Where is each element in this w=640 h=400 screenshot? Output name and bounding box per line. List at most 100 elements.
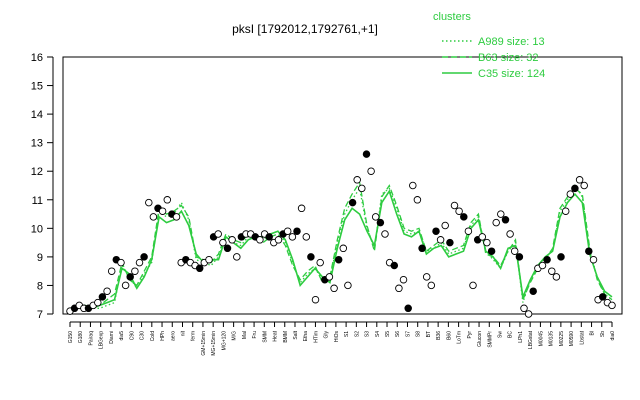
legend-entry-label: B63 size: 32 [478,52,539,64]
data-point [455,207,463,215]
x-tick-label: S3 [365,331,371,337]
x-tick-label: MG+15min [211,331,217,356]
y-tick-label: 12 [31,166,43,178]
x-tick-label: Bl [590,331,596,335]
x-tick-label: Cold [150,331,156,342]
data-point [121,281,130,290]
data-point [469,281,477,290]
data-point [297,204,306,213]
x-tick-label: Lbstat [579,330,585,344]
data-point [413,196,422,204]
data-point [256,236,264,244]
y-tick-label: 7 [37,309,43,321]
data-point [376,218,385,227]
plot-frame [62,56,623,315]
y-tick-label: 11 [32,195,43,207]
x-tick-label: G150 [68,331,74,343]
x-tick-label: S7 [405,331,411,337]
data-point [233,253,241,261]
data-point [446,238,454,247]
data-point [334,255,343,264]
data-point [353,176,361,184]
data-point [585,247,593,255]
x-tick-label: dia5 [119,331,125,341]
data-point [348,198,357,207]
chart-title: pksI [1792012,1792761,+1] [232,22,378,36]
x-tick-label: Gly [324,331,330,339]
y-axis: 7 8 9 10 11 12 13 14 15 16 [31,52,54,321]
data-point [580,181,588,190]
data-point [524,310,533,318]
x-tick-label: SMM [262,331,268,343]
data-point [145,198,153,207]
data-point [529,287,537,295]
data-point [520,304,528,313]
data-point [126,273,134,281]
data-point [131,267,139,275]
legend: clusters A989 size: 13 B63 size: 32 C35 si… [433,11,545,80]
x-tick-label: LoTm [457,331,463,344]
data-point [543,255,551,264]
x-tick-label: aero [170,331,176,341]
plot-border [62,56,623,315]
data-point [501,216,510,224]
x-tick-label: Diami [109,331,115,344]
data-point [478,233,487,241]
data-point [362,150,371,158]
data-point [432,227,440,235]
data-point [561,207,570,215]
legend-title: clusters [433,11,471,23]
data-point [464,227,473,235]
data-point [214,230,222,238]
x-tick-label: B36 [436,331,442,340]
data-point [552,273,561,281]
x-tick-label: Sw [498,331,504,338]
data-point [575,176,584,184]
data-point [339,244,348,253]
data-point [172,213,181,221]
data-point [483,238,491,247]
x-tick-label: nit [180,330,186,336]
data-point [404,304,412,313]
points-layer [66,150,616,318]
data-point [228,236,236,244]
data-point [205,255,213,264]
x-tick-label: LPh1 [518,331,524,343]
data-point [492,218,500,227]
x-tick-label: Mal [242,331,248,339]
x-tick-label: SMMPr [487,331,493,348]
x-tick-label: C30 [140,331,146,340]
data-point [367,167,375,175]
legend-entry-label: C35 size: 124 [478,68,545,80]
x-tick-label: LBGexp [99,331,105,349]
x-tick-label: S2 [354,331,360,337]
data-point [344,281,352,290]
data-point [149,213,158,221]
x-tick-label: BC [508,331,514,338]
x-tick-label: ferm [191,331,197,341]
data-point [117,258,125,267]
y-tick-label: 9 [37,252,43,264]
data-point [506,230,514,238]
data-point [422,273,431,281]
data-point [538,261,547,270]
x-tick-label: BT [426,331,432,337]
data-point [316,258,324,267]
x-tick-label: Heat [273,330,279,341]
data-point [98,293,107,301]
data-point [293,227,301,235]
x-tick-label: LBGstat [528,330,534,349]
data-point [436,236,445,244]
x-tick-label: S8 [416,331,422,337]
legend-entry-label: A989 size: 13 [478,36,545,48]
data-point [571,184,579,193]
data-point [566,190,575,198]
data-point [158,207,167,215]
x-tick-label: MG+120 [221,331,227,351]
data-point [274,236,283,244]
data-point [94,298,102,307]
x-axis: G150 G180 Pairaq LBGexp Diami dia5 C90 C30 Cold H… [68,321,616,356]
x-tick-label: S6 [395,331,401,337]
data-point [487,247,496,255]
